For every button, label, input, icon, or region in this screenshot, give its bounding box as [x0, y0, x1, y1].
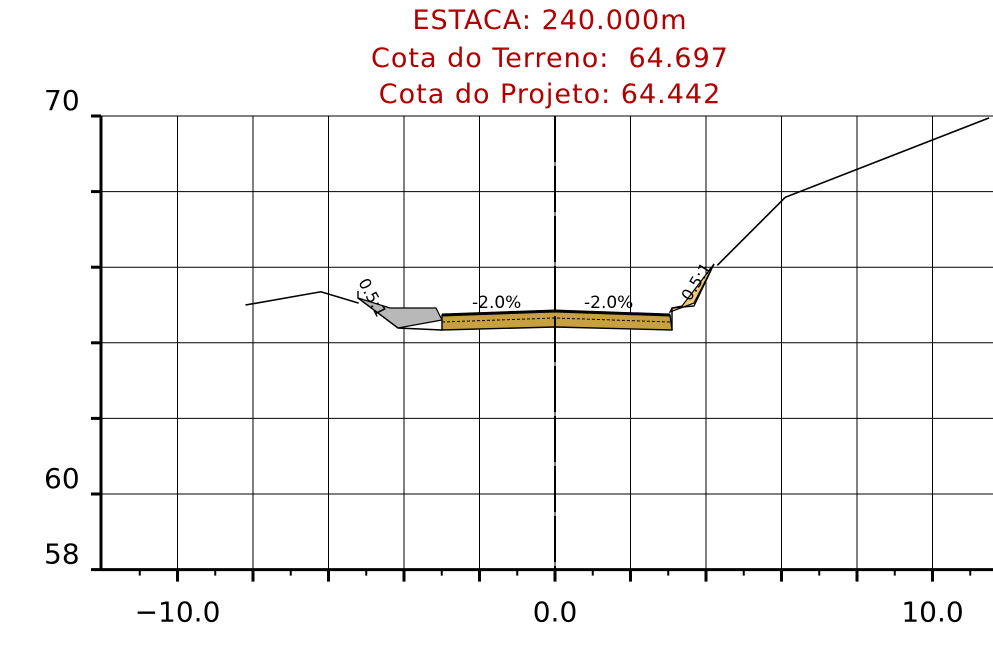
road-section [357, 116, 715, 570]
tick-labels: −10.0 0.0 10.0 70 60 58 [44, 84, 964, 629]
y-tick-label: 70 [44, 84, 80, 117]
terrain-elevation: Cota do Terreno: 64.697 [371, 43, 729, 74]
x-tick-label: 10.0 [901, 596, 963, 629]
axes [91, 114, 993, 582]
left-slope-line [357, 291, 443, 331]
pavement-layer [441, 317, 671, 323]
right-crossfall-label: -2.0% [584, 293, 633, 313]
terrain-line [245, 290, 359, 306]
left-crossfall-label: -2.0% [472, 293, 521, 313]
y-tick-label: 60 [44, 462, 80, 495]
left-slope-label: 0.5:1 [354, 275, 390, 320]
right-slope-label: 0.5:1 [677, 259, 715, 304]
x-tick-label: 0.0 [533, 596, 578, 629]
terrain-line [716, 117, 990, 266]
grid [101, 115, 993, 570]
terrain-profile [245, 117, 990, 306]
project-elevation: Cota do Projeto: 64.442 [378, 79, 722, 110]
y-tick-label: 58 [44, 538, 80, 571]
right-slope-line [671, 263, 715, 330]
x-tick-label: −10.0 [135, 596, 221, 629]
station-title: ESTACA: 240.000m [412, 5, 688, 36]
